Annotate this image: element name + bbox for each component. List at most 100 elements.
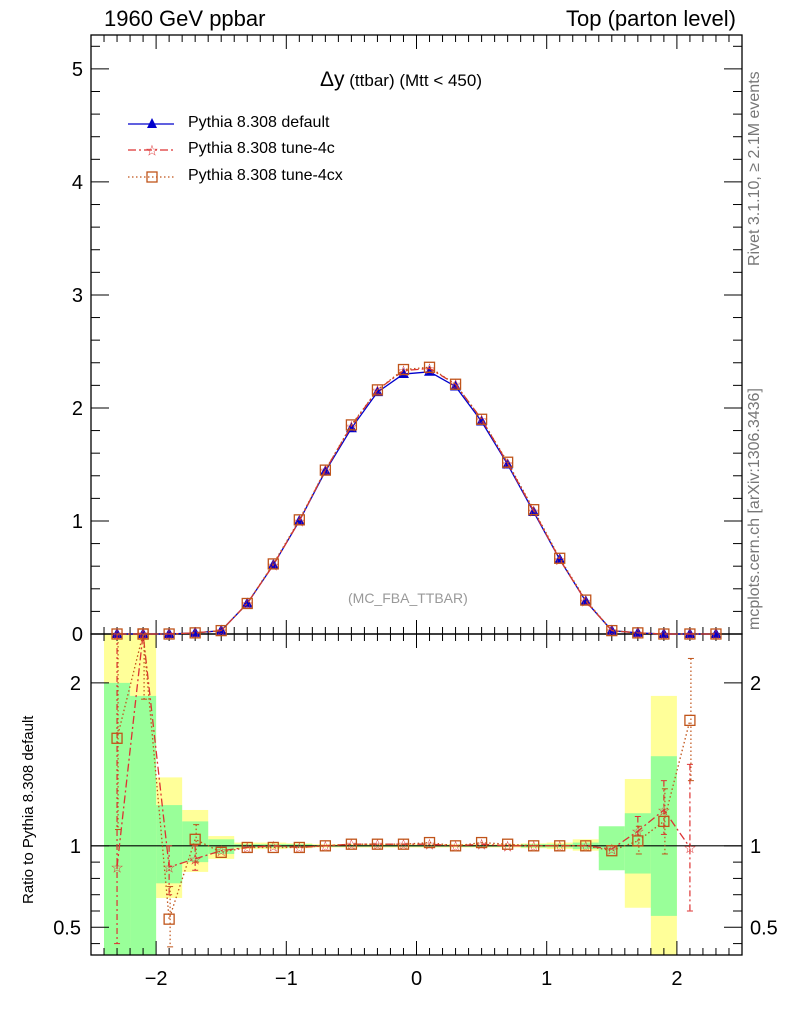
legend-swatch-tune4c: ☆ (128, 142, 174, 160)
main-series-point-2 (684, 628, 696, 640)
main-series-point-2 (423, 361, 436, 373)
main-series-point-2 (163, 628, 175, 640)
xtick-label: 1 (541, 968, 552, 990)
ratio-series-point-2 (189, 833, 201, 845)
ratio-series-point-2 (554, 840, 566, 852)
ratio-series-point-1: ☆ (657, 801, 670, 819)
legend-entry-tune4c: ☆ Pythia 8.308 tune-4c (126, 140, 386, 160)
ratio-ylabel: Ratio to Pythia 8.308 default (20, 715, 37, 904)
main-series-point-0 (606, 624, 618, 635)
ratio-series-point-1: ☆ (423, 836, 436, 854)
ratio-series-point-2 (449, 840, 462, 852)
main-series-point-0 (163, 628, 175, 638)
ratio-series-point-2 (241, 841, 253, 854)
plot-title: Δy (ttbar) (Mtt < 450) (320, 68, 482, 92)
ratio-ytick-label-left: 2 (70, 673, 81, 695)
main-series-point-2 (397, 363, 410, 376)
main-ytick-label: 2 (72, 398, 83, 420)
ratio-series-point-2 (345, 838, 358, 850)
ratio-series-point-2 (137, 628, 149, 640)
ratio-series-line-2 (116, 633, 691, 920)
ratio-ytick-label-right: 0.5 (750, 917, 778, 939)
main-series-point-0 (397, 368, 409, 379)
svg-text:☆: ☆ (145, 142, 158, 160)
main-series-point-2 (632, 627, 644, 639)
ratio-series-point-2 (658, 815, 670, 828)
main-series-point-1: ☆ (397, 362, 410, 380)
ratio-series-point-2 (215, 846, 227, 858)
main-series-point-0 (111, 628, 123, 638)
ratio-ytick-label-left: 0.5 (53, 917, 81, 939)
main-series-point-0 (710, 628, 722, 638)
ratio-band-green-1 (130, 695, 157, 955)
main-ytick-label: 5 (72, 59, 83, 81)
main-series-point-1: ☆ (345, 418, 358, 436)
analysis-watermark: (MC_FBA_TTBAR) (348, 590, 468, 606)
main-series-point-2 (345, 419, 358, 431)
main-series-point-2 (710, 628, 722, 640)
xtick-label: −2 (145, 968, 168, 990)
ratio-series-point-1: ☆ (110, 859, 123, 877)
main-series-point-2 (215, 624, 227, 637)
ratio-band-green-19 (598, 826, 625, 871)
xtick-label: 2 (671, 968, 682, 990)
main-series-point-1: ☆ (501, 455, 514, 473)
legend-swatch-default (128, 118, 174, 128)
main-series-point-0 (137, 628, 149, 638)
legend-label-default: Pythia 8.308 default (188, 114, 330, 131)
ratio-series-point-2 (371, 838, 384, 850)
ratio-ytick-label-left: 1 (70, 836, 81, 858)
main-series-point-0 (658, 628, 670, 638)
ratio-series-point-2 (501, 838, 514, 850)
main-series-line-1 (117, 367, 716, 635)
main-ytick-label: 4 (72, 172, 83, 194)
ratio-series-point-2 (475, 836, 488, 849)
main-series-point-1: ☆ (423, 360, 436, 378)
header-left: 1960 GeV ppbar (104, 6, 266, 31)
main-series-point-0 (684, 628, 696, 638)
main-series-point-0 (632, 626, 644, 637)
plot-title-sub: (ttbar) (Mtt < 450) (349, 71, 482, 90)
ratio-series-point-2 (684, 714, 696, 727)
main-series-point-2 (475, 413, 488, 425)
ratio-series-point-1: ☆ (501, 837, 514, 855)
main-series-point-2 (189, 627, 201, 639)
ratio-series-point-2 (397, 838, 410, 850)
ratio-series-point-2 (319, 840, 332, 852)
main-series-point-1: ☆ (267, 557, 280, 575)
main-series-point-2 (449, 378, 462, 390)
ratio-ytick-label-right: 2 (750, 673, 761, 695)
legend-entry-tune4cx: Pythia 8.308 tune-4cx (126, 167, 386, 187)
side-mcplots-label: mcplots.cern.ch [arXiv:1306.3436] (746, 388, 763, 630)
ratio-series-point-2 (111, 732, 123, 744)
legend-label-tune4cx: Pythia 8.308 tune-4cx (188, 167, 343, 184)
ratio-series-point-1: ☆ (188, 850, 201, 868)
main-series-point-2 (241, 597, 253, 610)
plot-title-main: Δy (320, 68, 345, 91)
ratio-series-point-2 (423, 836, 436, 849)
ratio-series-point-2 (267, 841, 279, 854)
main-series-point-2 (371, 384, 384, 396)
ratio-series-point-2 (580, 840, 592, 852)
main-series-point-0 (241, 597, 253, 608)
main-series-point-1: ☆ (579, 593, 592, 611)
legend-swatch-tune4cx (128, 171, 174, 183)
main-series-point-0 (215, 624, 227, 635)
ratio-series-point-2 (293, 841, 305, 854)
main-series-point-2 (528, 504, 540, 516)
main-series-point-2 (501, 456, 514, 468)
ratio-series-point-2 (606, 845, 618, 857)
ratio-series-point-2 (528, 840, 540, 852)
main-series-point-1: ☆ (527, 502, 540, 520)
main-series-point-2 (554, 552, 566, 564)
ratio-series-point-1: ☆ (683, 839, 696, 857)
ratio-series-point-2 (163, 913, 175, 925)
main-series-point-2 (658, 628, 670, 640)
main-series-point-2 (267, 558, 279, 570)
main-ytick-label: 1 (72, 511, 83, 533)
ratio-series-point-2 (632, 835, 644, 847)
ratio-band-green-20 (624, 813, 651, 874)
main-series-point-2 (580, 594, 592, 606)
legend-entry-default: Pythia 8.308 default (126, 114, 386, 134)
